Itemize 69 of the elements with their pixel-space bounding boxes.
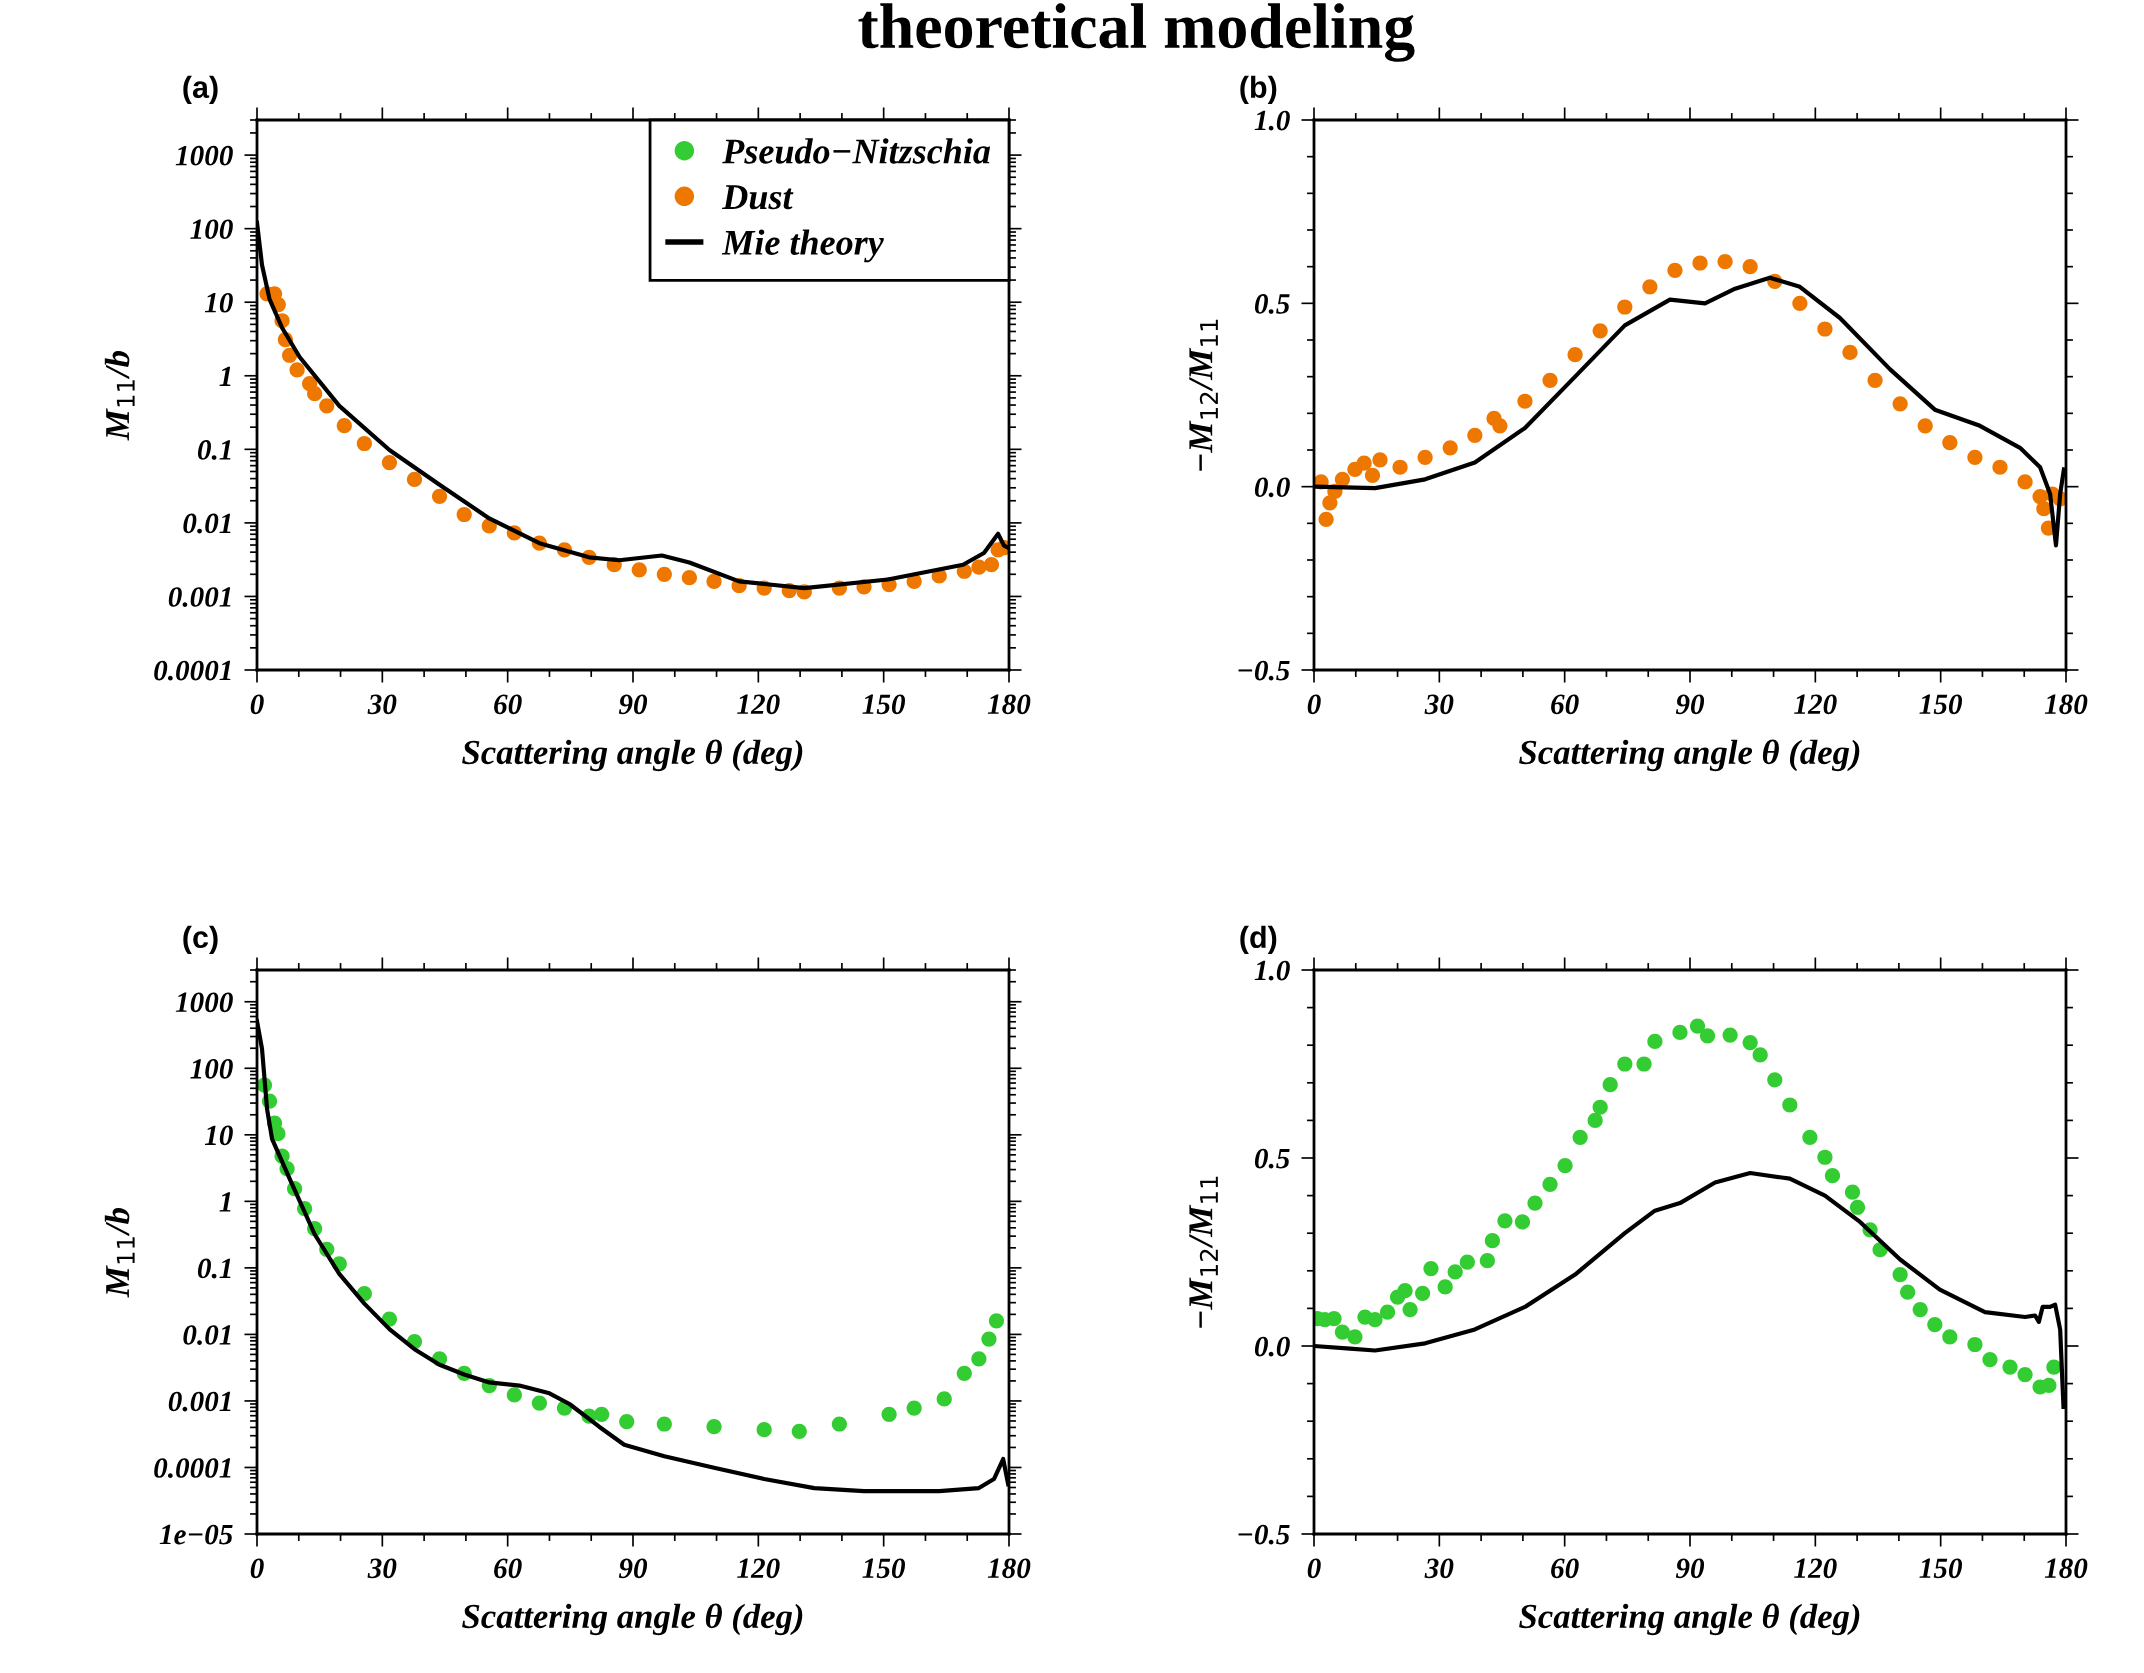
x-axis-title: Scattering angle θ (deg) <box>1519 1603 1860 1636</box>
x-tick-label: 120 <box>1794 694 1837 715</box>
x-tick-label: 120 <box>737 694 780 715</box>
y-tick-label: 0.5 <box>1254 294 1290 314</box>
y-tick-label: 0.01 <box>183 513 231 534</box>
x-tick-label: 150 <box>862 1558 906 1579</box>
text: theoretical modeling <box>858 3 1415 62</box>
y-tick-label: 1 <box>219 366 231 386</box>
y-tick-label: 0.0001 <box>154 660 231 681</box>
x-tick-label: 60 <box>1551 1558 1579 1579</box>
y-tick-label: 0.01 <box>183 1325 231 1345</box>
x-tick-label: 30 <box>367 1558 397 1579</box>
x-tick-label: 0 <box>1307 1558 1321 1579</box>
y-axis-title: −M$_{12}$/M$_{11}$ <box>1189 319 1218 471</box>
x-tick-label: 150 <box>1919 694 1963 715</box>
x-tick-label: 150 <box>862 694 906 715</box>
legend-label: Dust <box>722 185 794 210</box>
y-tick-label: 0.5 <box>1254 1148 1290 1169</box>
y-tick-label: 0.001 <box>168 1391 231 1412</box>
x-tick-label: 60 <box>494 694 522 715</box>
y-axis-title: M$_{11}$/b <box>104 1208 135 1298</box>
x-tick-label: 60 <box>494 1558 522 1579</box>
legend-label: Mie theory <box>721 229 884 263</box>
x-tick-label: 90 <box>1675 694 1705 715</box>
x-axis-title: Scattering angle θ (deg) <box>462 739 803 772</box>
x-tick-label: 30 <box>1424 1558 1454 1579</box>
y-tick-label: 0.0 <box>1254 1336 1290 1357</box>
chart-title: (d) <box>1240 925 1277 955</box>
x-tick-label: 90 <box>1675 1558 1705 1579</box>
y-tick-label: −0.5 <box>1238 660 1290 681</box>
y-tick-label: 0.0001 <box>154 1458 231 1478</box>
x-tick-label: 30 <box>367 694 397 715</box>
y-tick-label: 100 <box>190 219 233 240</box>
x-tick-label: 90 <box>618 1558 648 1579</box>
y-tick-label: 1 <box>219 1192 231 1212</box>
x-tick-label: 60 <box>1551 694 1579 715</box>
x-tick-label: 180 <box>2044 694 2088 715</box>
y-tick-label: 100 <box>190 1059 233 1079</box>
x-tick-label: 120 <box>737 1558 780 1579</box>
x-tick-label: 150 <box>1919 1558 1963 1579</box>
y-axis-title: −M$_{12}$/M$_{11}$ <box>1189 1176 1218 1328</box>
y-tick-label: 1e−05 <box>159 1524 233 1545</box>
x-tick-label: 30 <box>1424 694 1454 715</box>
y-tick-label: 0.1 <box>197 440 231 460</box>
legend-label: Pseudo−Nitzschia <box>722 138 991 164</box>
x-tick-label: 0 <box>250 1558 264 1579</box>
x-tick-label: 0 <box>1307 694 1321 715</box>
y-tick-label: 0.0 <box>1254 477 1290 498</box>
x-tick-label: 90 <box>618 694 648 715</box>
x-axis-title: Scattering angle θ (deg) <box>1519 739 1860 772</box>
chart-title: (b) <box>1240 75 1277 105</box>
x-tick-label: 180 <box>2044 1558 2088 1579</box>
x-tick-label: 0 <box>250 694 264 715</box>
y-tick-label: −0.5 <box>1238 1524 1290 1545</box>
chart-title: (a) <box>183 75 218 105</box>
x-tick-label: 180 <box>987 694 1031 715</box>
y-tick-label: 1000 <box>175 145 233 166</box>
y-tick-label: 10 <box>204 292 233 313</box>
y-tick-label: 1000 <box>175 992 233 1013</box>
y-tick-label: 1.0 <box>1254 110 1290 131</box>
y-axis-title: M$_{11}$/b <box>104 351 135 441</box>
chart-title: (c) <box>183 925 218 955</box>
x-tick-label: 180 <box>987 1558 1031 1579</box>
y-tick-label: 10 <box>204 1125 233 1146</box>
y-tick-label: 0.1 <box>197 1258 231 1279</box>
x-tick-label: 120 <box>1794 1558 1837 1579</box>
y-tick-label: 1.0 <box>1254 960 1290 981</box>
y-tick-label: 0.001 <box>168 587 231 607</box>
x-axis-title: Scattering angle θ (deg) <box>462 1603 803 1636</box>
